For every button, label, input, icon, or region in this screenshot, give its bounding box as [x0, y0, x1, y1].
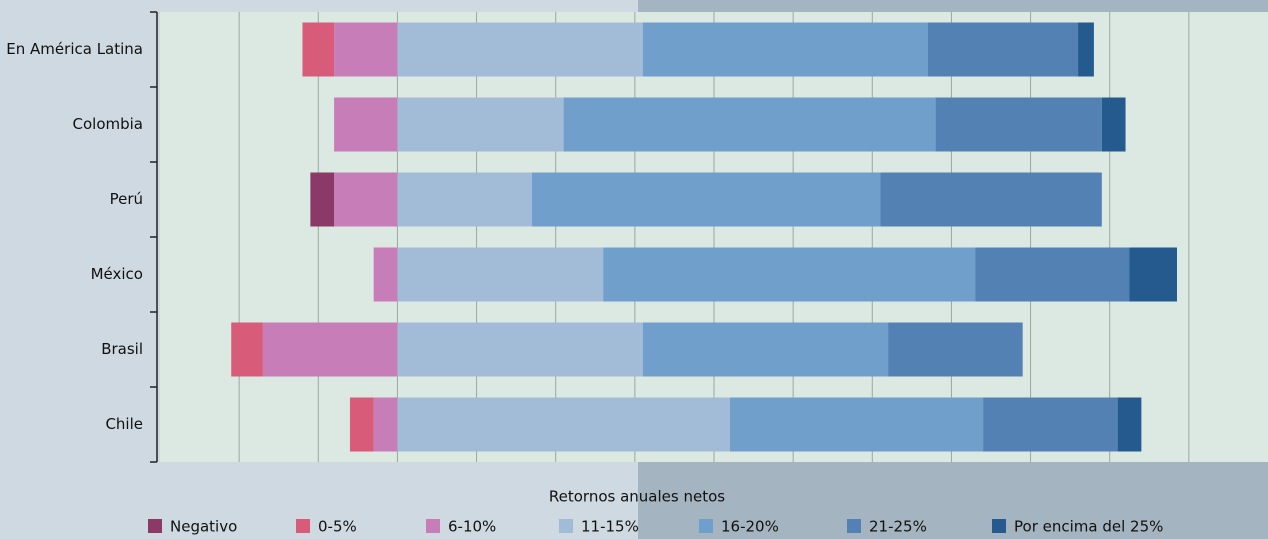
bar-segment [1078, 22, 1094, 77]
legend-swatch [426, 519, 440, 533]
bar-segment [563, 97, 936, 152]
bar-segment [231, 322, 263, 377]
bar-segment [935, 97, 1102, 152]
legend-label: Negativo [170, 518, 237, 536]
x-axis-label: Retornos anuales netos [549, 488, 725, 506]
legend-label: 11-15% [581, 518, 639, 536]
bar-segment [397, 172, 532, 227]
bar-segment [1101, 97, 1126, 152]
bar-segment [334, 97, 398, 152]
bar-segment [334, 22, 398, 77]
bar-segment [729, 397, 984, 452]
bar-segment [373, 397, 398, 452]
bar-segment [310, 172, 335, 227]
y-tick-label: Perú [110, 190, 143, 208]
legend-label: Por encima del 25% [1014, 518, 1163, 536]
bar-segment [642, 322, 889, 377]
legend-swatch [148, 519, 162, 533]
bar-segment [975, 247, 1130, 302]
legend-swatch [992, 519, 1006, 533]
legend-swatch [847, 519, 861, 533]
bar-segment [927, 22, 1079, 77]
legend-label: 6-10% [448, 518, 496, 536]
bar-segment [334, 172, 398, 227]
y-tick-label: En América Latina [6, 40, 143, 58]
bar-segment [397, 247, 604, 302]
bar-segment [397, 397, 730, 452]
bar-segment [1129, 247, 1177, 302]
legend-label: 0-5% [318, 518, 357, 536]
bar-segment [397, 322, 643, 377]
bar-segment [397, 97, 564, 152]
y-tick-label: Brasil [101, 340, 143, 358]
bar-segment [1117, 397, 1142, 452]
bar-segment [531, 172, 881, 227]
legend-swatch [699, 519, 713, 533]
legend-label: 21-25% [869, 518, 927, 536]
legend-label: 16-20% [721, 518, 779, 536]
bar-segment [373, 247, 398, 302]
bar-segment [888, 322, 1023, 377]
y-tick-label: Colombia [73, 115, 144, 133]
legend-swatch [559, 519, 573, 533]
bar-segment [603, 247, 976, 302]
bar-segment [349, 397, 374, 452]
bar-segment [642, 22, 928, 77]
y-tick-label: Chile [105, 415, 143, 433]
bar-segment [397, 22, 643, 77]
bar-segment [262, 322, 398, 377]
y-tick-label: México [91, 265, 143, 283]
bar-segment [983, 397, 1118, 452]
bar-segment [880, 172, 1102, 227]
bar-segment [302, 22, 335, 77]
legend-swatch [296, 519, 310, 533]
